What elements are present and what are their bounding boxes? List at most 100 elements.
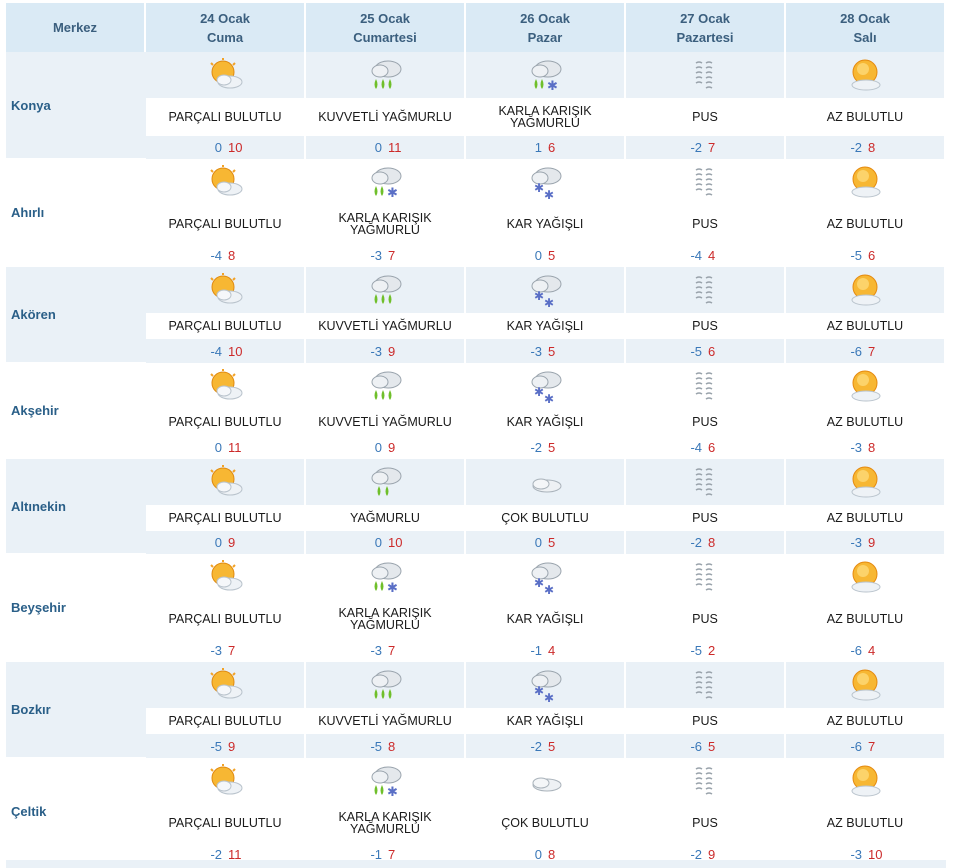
heavy-rain-icon <box>366 275 404 304</box>
weather-icon-cell <box>146 363 306 409</box>
day-header: 25 Ocak Cumartesi <box>306 3 466 52</box>
max-temperature: 2 <box>708 642 716 658</box>
max-temperature: 9 <box>228 535 236 550</box>
city-temp-row: 0 11 0 9 -2 5 -4 6 -3 8 <box>6 435 946 459</box>
weather-description: AZ BULUTLU <box>786 505 946 531</box>
weather-description: KARLA KARIŞIK YAĞMURLU <box>306 600 466 638</box>
partly-cloudy-icon <box>206 165 244 196</box>
city-name[interactable]: Akşehir <box>6 363 146 459</box>
max-temperature: 5 <box>708 738 716 754</box>
region-header: Merkez <box>6 3 146 52</box>
temperature-cell: 0 10 <box>306 531 466 554</box>
weather-description: AZ BULUTLU <box>786 804 946 842</box>
weather-description: PUS <box>626 708 786 734</box>
weather-icon-cell <box>146 758 306 804</box>
temperature-cell: 0 11 <box>306 136 466 159</box>
max-temperature: 10 <box>868 846 883 862</box>
city-name[interactable]: Beyşehir <box>6 554 146 662</box>
weather-description: KUVVETLİ YAĞMURLU <box>306 313 466 339</box>
max-temperature: 6 <box>708 439 716 455</box>
mostly-sunny-icon <box>846 59 884 91</box>
weather-icon-cell <box>786 662 946 708</box>
svg-text:✱: ✱ <box>387 581 398 595</box>
haze-icon <box>686 767 724 795</box>
max-temperature: 4 <box>708 247 716 263</box>
svg-text:✱: ✱ <box>547 79 558 93</box>
min-temperature: -4 <box>690 439 702 455</box>
temperature-cell: -5 6 <box>786 243 946 267</box>
weather-icon-cell <box>146 662 306 708</box>
min-temperature: 0 <box>214 535 222 550</box>
weather-icon-cell <box>306 267 466 313</box>
weather-description: KUVVETLİ YAĞMURLU <box>306 708 466 734</box>
max-temperature: 8 <box>868 439 876 455</box>
day-weekday: Pazartesi <box>676 29 734 45</box>
day-date: 28 Ocak <box>840 10 890 26</box>
weather-description: AZ BULUTLU <box>786 409 946 435</box>
weather-icon-cell <box>146 554 306 600</box>
weather-description: PUS <box>626 409 786 435</box>
max-temperature: 11 <box>388 140 402 155</box>
temperature-cell: -3 7 <box>306 638 466 662</box>
max-temperature: 7 <box>388 846 396 862</box>
snow-icon: ✱ ✱ <box>526 275 564 308</box>
city-name[interactable]: Konya <box>6 52 146 159</box>
city-icon-row: Akşehir ✱ ✱ <box>6 363 946 459</box>
temperature-cell: -2 8 <box>626 531 786 554</box>
day-header: 28 Ocak Salı <box>786 3 946 52</box>
haze-icon <box>686 563 724 591</box>
sleet-icon: ✱ <box>366 766 404 799</box>
city-temp-row: -3 7 -3 7 -1 4 -5 2 -6 4 <box>6 638 946 662</box>
city-name[interactable]: Altınekin <box>6 459 146 554</box>
min-temperature: -2 <box>690 140 702 155</box>
min-temperature: -6 <box>850 343 862 359</box>
header-row: Merkez 24 Ocak Cuma 25 Ocak Cumartesi 26 O… <box>6 3 946 52</box>
min-temperature: -5 <box>370 738 382 754</box>
weather-description: AZ BULUTLU <box>786 98 946 136</box>
day-date: 25 Ocak <box>360 10 410 26</box>
max-temperature: 7 <box>708 140 716 155</box>
max-temperature: 8 <box>548 846 556 862</box>
haze-icon <box>686 468 724 496</box>
weather-icon-cell <box>786 159 946 205</box>
min-temperature: -5 <box>690 343 702 359</box>
weather-icon-cell <box>306 363 466 409</box>
city-name[interactable]: Akören <box>6 267 146 363</box>
weather-icon-cell <box>626 267 786 313</box>
weather-description: PARÇALI BULUTLU <box>146 205 306 243</box>
city-name[interactable]: Ahırlı <box>6 159 146 267</box>
weather-icon-cell <box>626 363 786 409</box>
weather-icon-cell: ✱ <box>306 758 466 804</box>
day-weekday: Cuma <box>206 29 244 45</box>
weather-icon-cell <box>786 363 946 409</box>
max-temperature: 6 <box>868 247 876 263</box>
min-temperature: -5 <box>210 738 222 754</box>
mostly-sunny-icon <box>846 561 884 593</box>
min-temperature: -2 <box>530 738 542 754</box>
temperature-cell: -3 7 <box>306 243 466 267</box>
sleet-icon: ✱ <box>366 167 404 200</box>
city-name[interactable]: Çeltik <box>6 758 146 866</box>
min-temperature: -5 <box>690 642 702 658</box>
temperature-cell: -2 11 <box>146 842 306 866</box>
max-temperature: 5 <box>548 738 556 754</box>
city-name[interactable]: Bozkır <box>6 662 146 758</box>
temperature-cell: -2 5 <box>466 734 626 758</box>
temperature-cell: 0 10 <box>146 136 306 159</box>
temperature-cell: -2 5 <box>466 435 626 459</box>
max-temperature: 8 <box>388 738 396 754</box>
weather-icon-cell <box>146 52 306 98</box>
city-desc-row: PARÇALI BULUTLU YAĞMURLU ÇOK BULUTLU PUS AZ … <box>6 505 946 531</box>
sleet-icon: ✱ <box>526 60 564 93</box>
table-footer-band <box>6 860 946 868</box>
temperature-cell: -6 5 <box>626 734 786 758</box>
weather-description: KAR YAĞIŞLI <box>466 600 626 638</box>
weather-icon-cell <box>626 758 786 804</box>
max-temperature: 6 <box>708 343 716 359</box>
day-header: 24 Ocak Cuma <box>146 3 306 52</box>
temperature-cell: -6 4 <box>786 638 946 662</box>
day-header: 27 Ocak Pazartesi <box>626 3 786 52</box>
mostly-sunny-icon <box>846 166 884 198</box>
max-temperature: 7 <box>868 343 876 359</box>
